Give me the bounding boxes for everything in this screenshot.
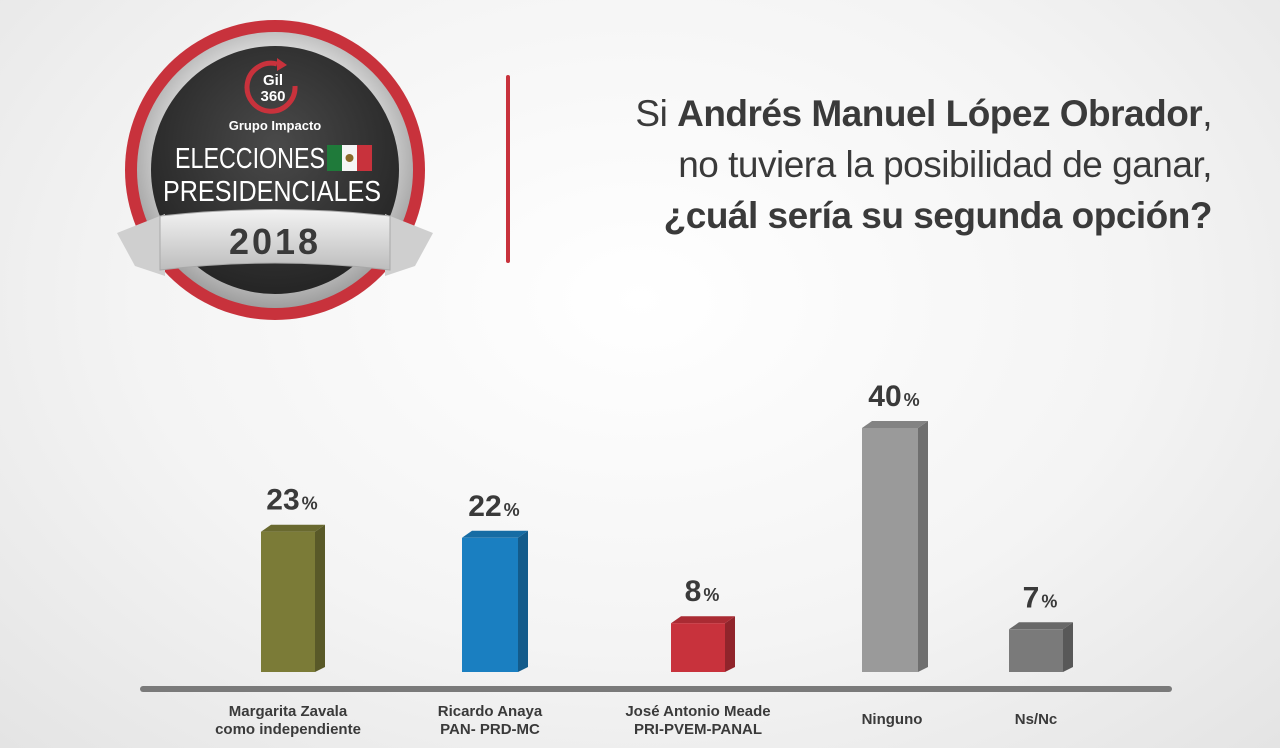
bar-value-label: 8% [685,575,720,608]
bar-front [261,531,315,672]
company-name: Grupo Impacto [229,118,322,133]
bar-side [518,530,528,672]
question-line3: ¿cuál sería su segunda opción? [663,195,1213,236]
bar-front [462,537,518,672]
question-line1: Si Andrés Manuel López Obrador, [635,93,1212,134]
bar-1 [462,530,528,672]
x-tick-label: Margarita Zavala como independiente [215,703,361,738]
bar-top [1009,622,1073,630]
question-line2: no tuviera la posibilidad de ganar, [678,144,1212,185]
bar-value-label: 7% [1023,581,1058,614]
bar-side [725,616,735,672]
x-tick-label: Ns/Nc [1014,711,1058,728]
bar-side [315,524,325,672]
mexico-flag-icon [327,145,372,171]
svg-text:Gil: Gil [263,72,283,89]
bar-side [1063,622,1073,672]
bar-front [1009,629,1063,672]
bar-2 [671,616,735,672]
bar-4 [1009,622,1073,672]
bar-value-label: 23% [266,484,317,517]
badge-line1: ELECCIONES [175,143,325,175]
bar-value-label: 40% [868,380,919,413]
x-tick-label: José Antonio Meade PRI-PVEM-PANAL [625,703,771,738]
x-axis-baseline [140,686,1172,692]
bar-3 [862,421,928,672]
bar-front [862,428,918,672]
badge-line2: PRESIDENCIALES [163,176,381,208]
bar-side [918,421,928,672]
bar-front [671,623,725,672]
year-ribbon [117,209,433,276]
question-title: Si Andrés Manuel López Obrador, no tuvie… [520,88,1212,241]
bar-0 [261,524,325,672]
title-divider [506,75,510,263]
x-tick-label: Ricardo Anaya PAN- PRD-MC [437,703,543,738]
svg-text:360: 360 [260,88,285,105]
x-tick-label: Ninguno [861,711,923,728]
bar-top [261,524,325,532]
badge-year: 2018 [229,221,321,262]
gil360-logo: Gil 360 [244,58,298,114]
bar-top [862,421,928,428]
bar-top [462,530,528,538]
bar-top [671,616,735,624]
bar-value-label: 22% [468,490,519,523]
elecciones-2018-badge: Gil 360 Grupo Impacto ELECCIONES PRESIDE… [117,20,433,320]
